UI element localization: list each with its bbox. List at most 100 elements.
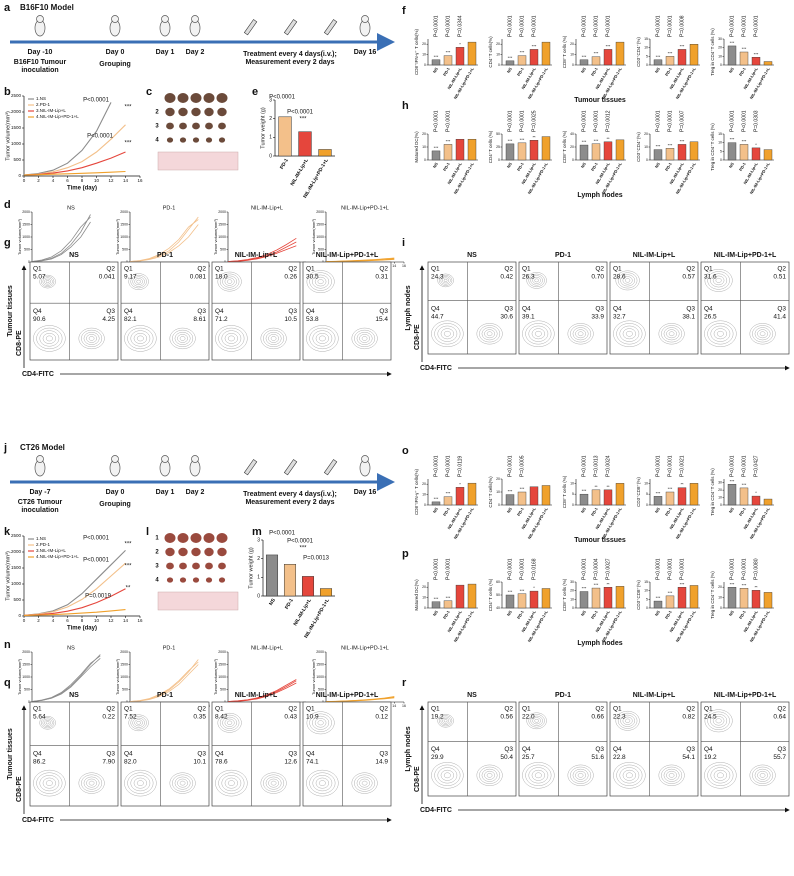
quadrant-name: Q4 (215, 750, 224, 757)
panel-letter: f (402, 5, 406, 17)
y-tick-label: 1500 (11, 125, 22, 130)
bar (517, 593, 527, 609)
x-tick-label: PD-1 (590, 66, 599, 77)
x-tick-label: NS (506, 66, 513, 74)
x-tick-label: 14 (123, 178, 129, 183)
quadrant-name: Q1 (522, 706, 531, 713)
legend-label: 3.NIL-IM-Lip+L (36, 548, 66, 553)
x-tick-label: NS (580, 609, 587, 617)
contour (613, 320, 646, 347)
contour (704, 762, 737, 789)
y-tick-label: 1500 (120, 662, 128, 666)
significance-stars: *** (656, 490, 661, 495)
p-value: P<0.0001 (605, 15, 611, 37)
contour (88, 336, 95, 341)
contour (528, 273, 545, 288)
x-tick-label: 8 (81, 178, 84, 183)
p-value: P=0.0025 (531, 110, 537, 132)
x-tick-label: 6 (66, 618, 69, 623)
contour (577, 773, 584, 778)
quadrant-name: Q2 (197, 706, 206, 713)
quadrant-value: 0.31 (375, 274, 388, 281)
contour (78, 772, 105, 794)
x-tick-label: 4 (52, 618, 55, 623)
contour (265, 332, 282, 345)
y-axis-label: CD4⁺T cells (%) (488, 130, 493, 163)
quadrant-value: 12.6 (284, 758, 297, 765)
panel-title: PD-1 (555, 692, 571, 699)
bar (431, 59, 441, 66)
y-axis-label: CD8⁺T cells (%) (562, 475, 567, 508)
quadrant-name: Q1 (306, 266, 315, 273)
annotation: P<0.0001 (83, 536, 110, 542)
p-value: P=0.0427 (753, 455, 759, 477)
contour (224, 718, 235, 727)
quadrant-name: Q2 (106, 706, 115, 713)
chart-title: NIL-IM-Lip+L (251, 205, 283, 211)
p-value: P<0.0001 (741, 110, 747, 132)
contour (33, 325, 66, 352)
y-tick-label: 0 (720, 63, 722, 67)
contour (442, 718, 449, 724)
significance-stars: * (755, 490, 757, 495)
contour (136, 720, 141, 725)
y-axis-label: CD3⁺CD8⁺(%) (636, 580, 641, 610)
syringe-icon (283, 19, 298, 36)
significance-stars: *** (730, 40, 735, 45)
p-value: P<0.0001 (741, 455, 747, 477)
panel-letter: i (402, 237, 405, 249)
contour (534, 772, 542, 779)
contour (616, 323, 643, 345)
significance-stars: *** (434, 496, 439, 501)
x-tick-label: 16 (402, 704, 406, 708)
legend-label: 3.NIL-IM-Lip+L (36, 108, 66, 113)
contour (83, 332, 100, 345)
contour (359, 778, 370, 788)
x-tick-label: NS (506, 506, 513, 514)
panel-letter: c (146, 86, 152, 98)
y-axis-label: Treg in CD4⁺T cells (%) (710, 571, 715, 619)
significance-stars: ** (606, 136, 610, 141)
quadrant-name: Q1 (431, 706, 440, 713)
p-value: P<0.0001 (729, 110, 735, 132)
x-tick-label: PD-1 (516, 609, 525, 620)
y-tick-label: 1000 (120, 675, 128, 679)
annotation: *** (299, 546, 307, 552)
quadrant-name: Q3 (595, 746, 604, 753)
y-tick-label: 3 (257, 537, 260, 543)
bar (455, 584, 465, 609)
contour (715, 718, 722, 724)
grouping-label: Grouping (99, 501, 131, 508)
x-axis-label: CD4-FITC (420, 365, 452, 372)
y-tick-label: 20 (570, 589, 574, 593)
quadrant-value: 14.9 (375, 758, 388, 765)
tumor-photo (165, 107, 175, 117)
plot-frame (700, 701, 790, 797)
bar (431, 601, 441, 609)
quadrant-name: Q1 (215, 706, 224, 713)
y-tick-label: 0 (18, 173, 21, 178)
significance-stars: *** (594, 138, 599, 143)
quadrant-name: Q3 (504, 746, 513, 753)
bar (591, 489, 601, 506)
x-tick-label: 2 (37, 178, 40, 183)
y-axis-label: CD4⁺T cells (%) (488, 578, 493, 611)
contour (615, 710, 640, 731)
contour (622, 769, 636, 781)
bar (529, 49, 539, 66)
row-label: 3 (155, 564, 159, 570)
day-label: Day 1 (156, 489, 175, 496)
significance-stars: *** (742, 138, 747, 143)
contour (625, 330, 633, 337)
plot-frame (518, 261, 608, 355)
y-tick-label: 20 (496, 42, 500, 46)
treatment-label: Treatment every 4 days(i.v.); (243, 491, 337, 498)
significance-stars: *** (446, 50, 451, 55)
p-value: P<0.0001 (667, 110, 673, 132)
x-axis-label: CD4-FITC (420, 807, 452, 814)
y-axis-label: Matured DC(%) (414, 579, 419, 611)
y-axis-label: CD3⁺CD4⁺(%) (636, 37, 641, 67)
y-tick-label: 10 (718, 54, 722, 58)
y-tick-label: 2500 (11, 533, 22, 538)
bar (727, 587, 737, 609)
